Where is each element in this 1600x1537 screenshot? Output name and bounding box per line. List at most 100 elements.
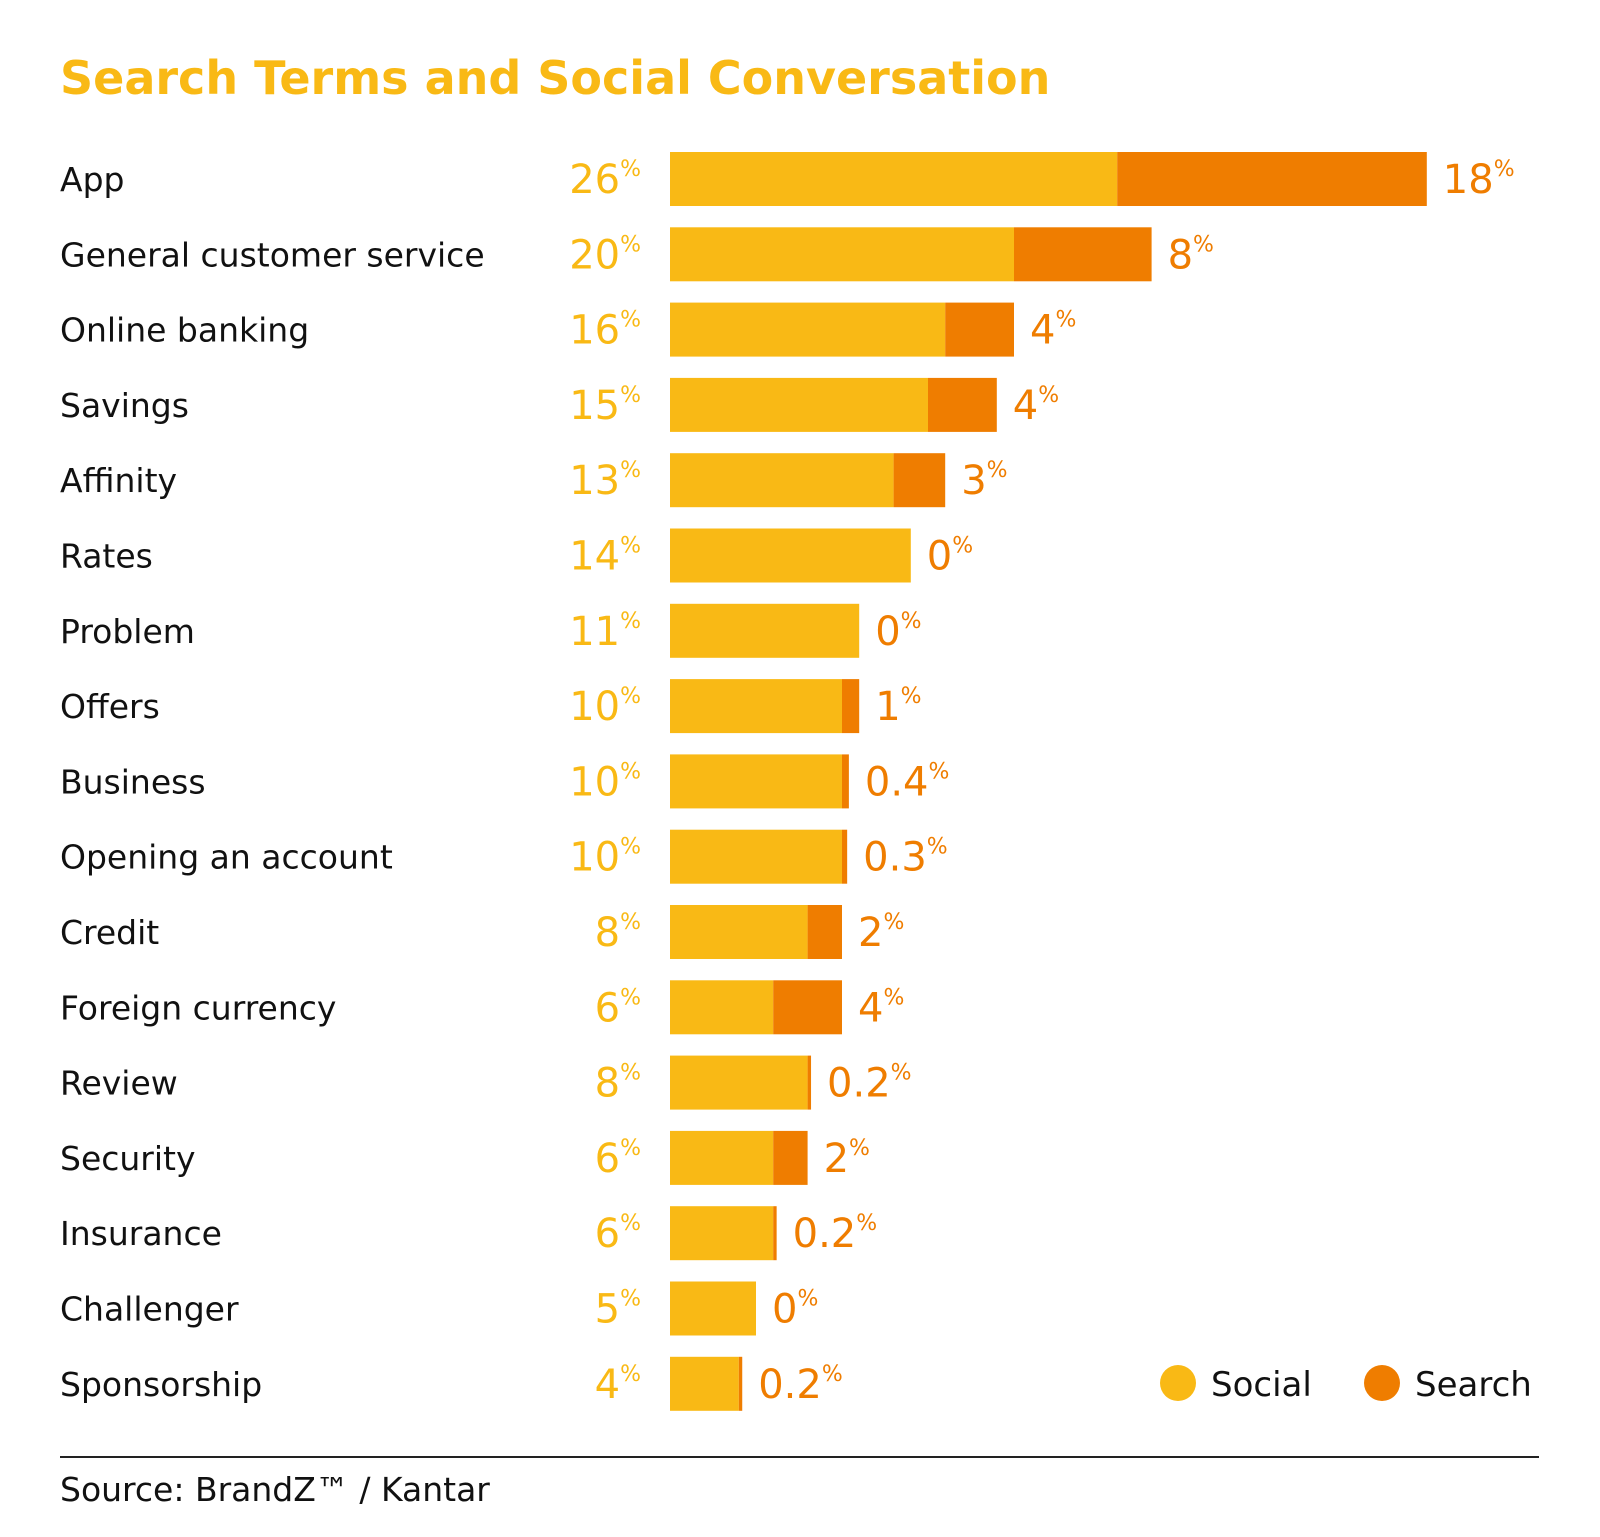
search-value-label: 0.2% — [793, 1211, 878, 1257]
search-bar — [1014, 227, 1152, 282]
bar-row: Opening an account 10% 0.3% — [60, 829, 948, 884]
social-value-label: 10% — [569, 759, 641, 805]
search-value-label: 4% — [858, 985, 904, 1031]
search-value-label: 18% — [1443, 157, 1515, 203]
search-value-label: 0% — [875, 609, 921, 655]
bar-row: Challenger 5% 0% — [60, 1281, 818, 1336]
bar-row: Online banking 16% 4% — [60, 302, 1076, 357]
legend-search-swatch — [1364, 1365, 1400, 1401]
social-value-label: 8% — [595, 910, 641, 956]
search-bar — [842, 679, 860, 734]
category-label: Credit — [60, 913, 159, 952]
social-bar — [670, 528, 911, 583]
social-bar — [670, 1281, 756, 1336]
search-value-label: 2% — [858, 910, 904, 956]
search-value-label: 0.2% — [758, 1362, 843, 1408]
bar-row: Sponsorship 4% 0.2% — [60, 1356, 843, 1411]
social-value-label: 11% — [569, 609, 641, 655]
social-bar — [670, 152, 1118, 206]
search-bar — [928, 377, 997, 432]
social-value-label: 6% — [595, 1211, 641, 1257]
social-bar — [670, 905, 808, 959]
bar-row: Business 10% 0.4% — [60, 754, 949, 809]
bar-row: Review 8% 0.2% — [60, 1055, 912, 1110]
category-label: Problem — [60, 612, 195, 651]
chart-title: Search Terms and Social Conversation — [60, 51, 1050, 105]
social-value-label: 6% — [595, 985, 641, 1031]
bar-row: Affinity 13% 3% — [60, 453, 1008, 508]
bar-row: Insurance 6% 0.2% — [60, 1206, 878, 1261]
search-bar — [1117, 152, 1427, 206]
social-bar — [670, 1206, 774, 1261]
search-value-label: 0% — [772, 1287, 818, 1333]
category-label: Affinity — [60, 461, 177, 500]
social-bar — [670, 980, 774, 1035]
social-bar — [670, 1356, 739, 1411]
social-bar — [670, 377, 928, 432]
search-value-label: 0.3% — [863, 835, 948, 881]
social-value-label: 5% — [595, 1287, 641, 1333]
social-value-label: 10% — [569, 684, 641, 730]
search-bar — [945, 302, 1014, 357]
search-value-label: 3% — [961, 458, 1007, 504]
social-value-label: 14% — [569, 534, 641, 580]
bar-row: Foreign currency 6% 4% — [60, 980, 904, 1035]
category-label: Challenger — [60, 1290, 239, 1329]
social-bar — [670, 453, 894, 508]
search-bar — [773, 1206, 777, 1261]
social-value-label: 26% — [569, 157, 641, 203]
bar-row: Credit 8% 2% — [60, 905, 904, 959]
bar-row: Savings 15% 4% — [60, 377, 1059, 432]
search-value-label: 2% — [824, 1136, 870, 1182]
search-value-label: 4% — [1013, 383, 1059, 429]
category-label: Savings — [60, 386, 189, 425]
category-label: Opening an account — [60, 838, 393, 877]
category-label: Sponsorship — [60, 1365, 262, 1404]
search-bar — [738, 1356, 743, 1411]
legend-social-swatch — [1160, 1365, 1196, 1401]
social-bar — [670, 603, 860, 658]
search-bar — [807, 1055, 812, 1110]
social-value-label: 10% — [569, 835, 641, 881]
social-value-label: 15% — [569, 383, 641, 429]
search-bar — [842, 754, 849, 809]
social-bar — [670, 754, 842, 809]
social-value-label: 20% — [569, 232, 641, 278]
social-bar — [670, 1130, 774, 1185]
social-value-label: 16% — [569, 308, 641, 354]
category-label: Business — [60, 762, 206, 801]
search-bar — [773, 980, 842, 1035]
category-label: Foreign currency — [60, 988, 336, 1027]
search-bar — [893, 453, 946, 508]
social-bar — [670, 302, 946, 357]
search-value-label: 0.2% — [827, 1061, 912, 1107]
bar-row: Security 6% 2% — [60, 1130, 870, 1185]
category-label: Rates — [60, 537, 153, 576]
social-value-label: 8% — [595, 1061, 641, 1107]
search-bar — [842, 829, 848, 884]
bar-row: Offers 10% 1% — [60, 679, 922, 734]
search-value-label: 1% — [875, 684, 921, 730]
search-bar — [773, 1130, 808, 1185]
category-label: Insurance — [60, 1214, 222, 1253]
category-label: App — [60, 160, 124, 199]
social-bar — [670, 227, 1014, 282]
social-bar — [670, 1055, 808, 1110]
social-value-label: 6% — [595, 1136, 641, 1182]
bar-row: Problem 11% 0% — [60, 603, 922, 658]
category-label: Offers — [60, 687, 160, 726]
social-value-label: 13% — [569, 458, 641, 504]
search-bar — [807, 905, 842, 959]
source-note: Source: BrandZ™ / Kantar — [60, 1470, 490, 1509]
social-bar — [670, 829, 842, 884]
bar-row: App 26% 18% — [60, 152, 1515, 206]
bar-row: Rates 14% 0% — [60, 528, 973, 583]
category-label: Online banking — [60, 311, 309, 350]
bar-row: General customer service 20% 8% — [60, 227, 1214, 282]
legend-social-label: Social — [1211, 1365, 1312, 1405]
category-label: Security — [60, 1139, 196, 1178]
legend: Social Search — [1160, 1365, 1532, 1405]
legend-search-label: Search — [1415, 1365, 1532, 1405]
search-value-label: 8% — [1168, 232, 1214, 278]
